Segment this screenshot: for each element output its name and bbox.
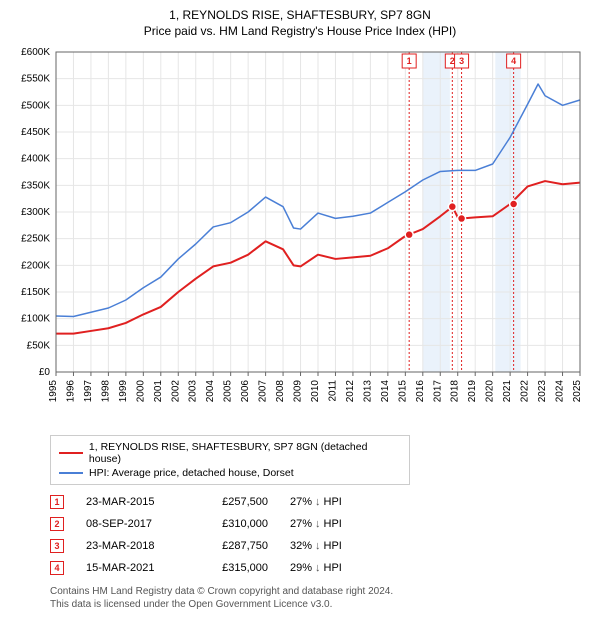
txn-delta: 32% ↓ HPI <box>290 540 380 552</box>
svg-text:1997: 1997 <box>83 380 94 403</box>
svg-text:1998: 1998 <box>100 380 111 403</box>
transactions-table: 1 23-MAR-2015 £257,500 27% ↓ HPI 2 08-SEP-201… <box>50 491 592 579</box>
svg-text:£600K: £600K <box>21 47 50 58</box>
svg-text:2019: 2019 <box>467 380 478 403</box>
legend-label-property: 1, REYNOLDS RISE, SHAFTESBURY, SP7 8GN (… <box>89 441 401 465</box>
txn-marker: 2 <box>50 517 64 531</box>
svg-text:1: 1 <box>407 56 412 66</box>
svg-text:2005: 2005 <box>223 380 234 403</box>
transaction-row: 2 08-SEP-2017 £310,000 27% ↓ HPI <box>50 513 592 535</box>
txn-delta: 29% ↓ HPI <box>290 562 380 574</box>
svg-text:2025: 2025 <box>572 380 583 403</box>
svg-text:2010: 2010 <box>310 380 321 403</box>
txn-marker: 4 <box>50 561 64 575</box>
arrow-down-icon: ↓ <box>315 518 321 530</box>
svg-text:£450K: £450K <box>21 127 50 138</box>
svg-text:£400K: £400K <box>21 154 50 165</box>
price-chart: £0 £50K £100K £150K £200K £250K £300K £350K £400… <box>8 42 592 422</box>
svg-text:2002: 2002 <box>170 380 181 403</box>
arrow-down-icon: ↓ <box>315 540 321 552</box>
chart-container: 1, REYNOLDS RISE, SHAFTESBURY, SP7 8GN P… <box>0 0 600 620</box>
svg-text:£350K: £350K <box>21 180 50 191</box>
footer-line-1: Contains HM Land Registry data © Crown c… <box>50 585 592 598</box>
arrow-down-icon: ↓ <box>315 496 321 508</box>
svg-text:2021: 2021 <box>502 380 513 403</box>
svg-text:2014: 2014 <box>380 380 391 403</box>
svg-text:£550K: £550K <box>21 74 50 85</box>
svg-text:2016: 2016 <box>415 380 426 403</box>
txn-price: £257,500 <box>198 496 268 508</box>
svg-text:4: 4 <box>511 56 516 66</box>
svg-text:£500K: £500K <box>21 100 50 111</box>
legend-item-hpi: HPI: Average price, detached house, Dors… <box>59 466 401 480</box>
txn-date: 23-MAR-2018 <box>86 540 176 552</box>
svg-text:2004: 2004 <box>205 380 216 403</box>
title-sub: Price paid vs. HM Land Registry's House … <box>8 24 592 38</box>
svg-text:2009: 2009 <box>293 380 304 403</box>
txn-price: £310,000 <box>198 518 268 530</box>
svg-text:2: 2 <box>450 56 455 66</box>
txn-marker: 1 <box>50 495 64 509</box>
svg-text:2003: 2003 <box>188 380 199 403</box>
legend-swatch-hpi <box>59 472 83 474</box>
svg-text:£200K: £200K <box>21 260 50 271</box>
title-main: 1, REYNOLDS RISE, SHAFTESBURY, SP7 8GN <box>8 8 592 22</box>
transaction-row: 4 15-MAR-2021 £315,000 29% ↓ HPI <box>50 557 592 579</box>
svg-text:2011: 2011 <box>327 380 338 402</box>
legend-item-property: 1, REYNOLDS RISE, SHAFTESBURY, SP7 8GN (… <box>59 440 401 466</box>
txn-date: 23-MAR-2015 <box>86 496 176 508</box>
transaction-row: 1 23-MAR-2015 £257,500 27% ↓ HPI <box>50 491 592 513</box>
txn-date: 08-SEP-2017 <box>86 518 176 530</box>
svg-text:2017: 2017 <box>432 380 443 403</box>
txn-price: £287,750 <box>198 540 268 552</box>
legend-swatch-property <box>59 452 83 454</box>
svg-text:£250K: £250K <box>21 234 50 245</box>
svg-text:2008: 2008 <box>275 380 286 403</box>
legend-label-hpi: HPI: Average price, detached house, Dors… <box>89 467 294 479</box>
svg-text:£50K: £50K <box>27 340 51 351</box>
svg-text:2020: 2020 <box>485 380 496 403</box>
svg-text:2018: 2018 <box>450 380 461 403</box>
svg-text:2023: 2023 <box>537 380 548 403</box>
titles: 1, REYNOLDS RISE, SHAFTESBURY, SP7 8GN P… <box>8 8 592 38</box>
svg-text:£300K: £300K <box>21 207 50 218</box>
svg-text:£100K: £100K <box>21 314 50 325</box>
svg-text:£150K: £150K <box>21 287 50 298</box>
svg-text:2000: 2000 <box>135 380 146 403</box>
svg-text:2007: 2007 <box>258 380 269 403</box>
txn-marker: 3 <box>50 539 64 553</box>
svg-text:1996: 1996 <box>65 380 76 403</box>
svg-text:2024: 2024 <box>555 380 566 403</box>
svg-text:2006: 2006 <box>240 380 251 403</box>
footer-line-2: This data is licensed under the Open Gov… <box>50 598 592 611</box>
txn-price: £315,000 <box>198 562 268 574</box>
svg-text:2015: 2015 <box>397 380 408 403</box>
svg-text:1999: 1999 <box>118 380 129 403</box>
txn-delta: 27% ↓ HPI <box>290 518 380 530</box>
svg-text:2001: 2001 <box>153 380 164 403</box>
txn-date: 15-MAR-2021 <box>86 562 176 574</box>
transaction-row: 3 23-MAR-2018 £287,750 32% ↓ HPI <box>50 535 592 557</box>
footer: Contains HM Land Registry data © Crown c… <box>50 585 592 611</box>
svg-text:2013: 2013 <box>362 380 373 403</box>
legend: 1, REYNOLDS RISE, SHAFTESBURY, SP7 8GN (… <box>50 435 410 485</box>
svg-text:3: 3 <box>459 56 464 66</box>
svg-text:2012: 2012 <box>345 380 356 403</box>
svg-text:1995: 1995 <box>48 380 59 403</box>
svg-text:£0: £0 <box>39 367 51 378</box>
svg-text:2022: 2022 <box>520 380 531 403</box>
arrow-down-icon: ↓ <box>315 562 321 574</box>
txn-delta: 27% ↓ HPI <box>290 496 380 508</box>
